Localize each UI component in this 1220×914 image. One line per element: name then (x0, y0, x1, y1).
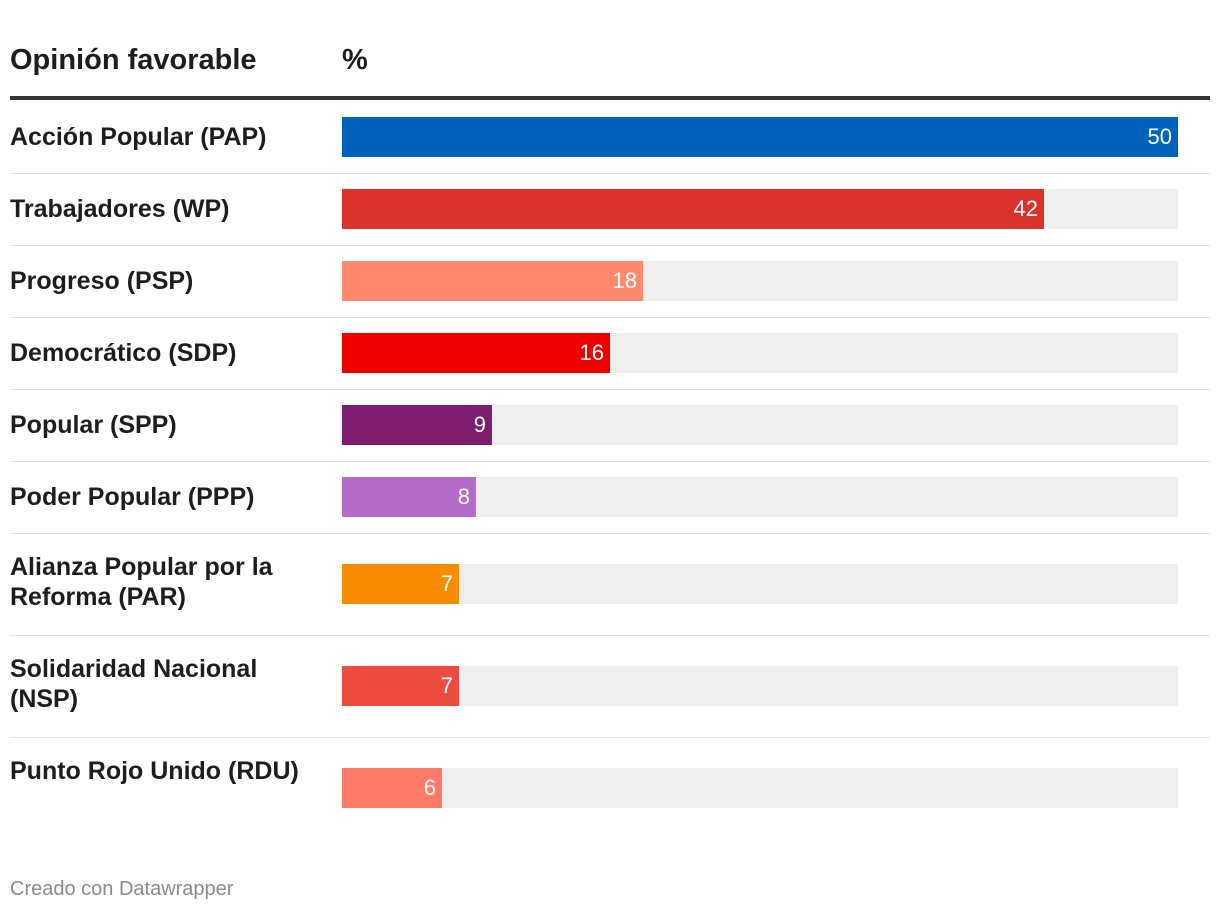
category-label: Trabajadores (WP) (10, 195, 230, 223)
table-row: Alianza Popular por la Reforma (PAR) 7 (10, 534, 1210, 636)
bar-track: 7 (342, 564, 1178, 604)
data-label: 16 (579, 340, 604, 365)
data-label: 9 (473, 412, 486, 437)
data-label: 42 (1013, 196, 1038, 221)
table-row: Acción Popular (PAP) 50 (10, 102, 1210, 174)
data-label: 7 (440, 673, 453, 698)
table-row: Solidaridad Nacional (NSP) 7 (10, 636, 1210, 738)
bar-track: 42 (342, 189, 1178, 229)
bar (342, 261, 643, 301)
bar-track: 7 (342, 666, 1178, 706)
category-label: Punto Rojo Unido (RDU) (10, 757, 299, 785)
chart-header: Opinión favorable % (10, 0, 1210, 100)
bar-chart: Opinión favorable % Acción Popular (PAP)… (10, 0, 1210, 914)
bar-track: 9 (342, 405, 1178, 445)
table-row: Poder Popular (PPP) 8 (10, 462, 1210, 534)
header-label: Opinión favorable (10, 44, 257, 76)
data-label: 8 (457, 484, 470, 509)
bar (342, 477, 476, 517)
category-label: Popular (SPP) (10, 411, 177, 439)
bar (342, 666, 459, 706)
header-unit: % (342, 44, 368, 76)
bar-track: 6 (342, 768, 1178, 808)
bar (342, 117, 1178, 157)
data-label: 18 (612, 268, 637, 293)
bar (342, 333, 610, 373)
credit-footer: Creado con Datawrapper (10, 878, 234, 900)
table-row: Punto Rojo Unido (RDU) 6 (10, 738, 1210, 840)
table-row: Democrático (SDP) 16 (10, 318, 1210, 390)
category-label: Poder Popular (PPP) (10, 483, 255, 511)
table-row: Trabajadores (WP) 42 (10, 174, 1210, 246)
bar (342, 564, 459, 604)
bar-track: 18 (342, 261, 1178, 301)
bar-track: 16 (342, 333, 1178, 373)
data-label: 6 (423, 775, 436, 800)
category-label: Solidaridad Nacional (NSP) (10, 655, 258, 713)
category-label: Alianza Popular por la Reforma (PAR) (10, 553, 273, 611)
bar (342, 189, 1044, 229)
data-label: 7 (440, 571, 453, 596)
table-row: Popular (SPP) 9 (10, 390, 1210, 462)
bar (342, 768, 442, 808)
bar (342, 405, 492, 445)
category-label: Progreso (PSP) (10, 267, 194, 295)
category-label: Democrático (SDP) (10, 339, 237, 367)
bar-track: 50 (342, 117, 1178, 157)
bar-track: 8 (342, 477, 1178, 517)
table-row: Progreso (PSP) 18 (10, 246, 1210, 318)
category-label: Acción Popular (PAP) (10, 123, 267, 151)
data-label: 50 (1147, 124, 1172, 149)
